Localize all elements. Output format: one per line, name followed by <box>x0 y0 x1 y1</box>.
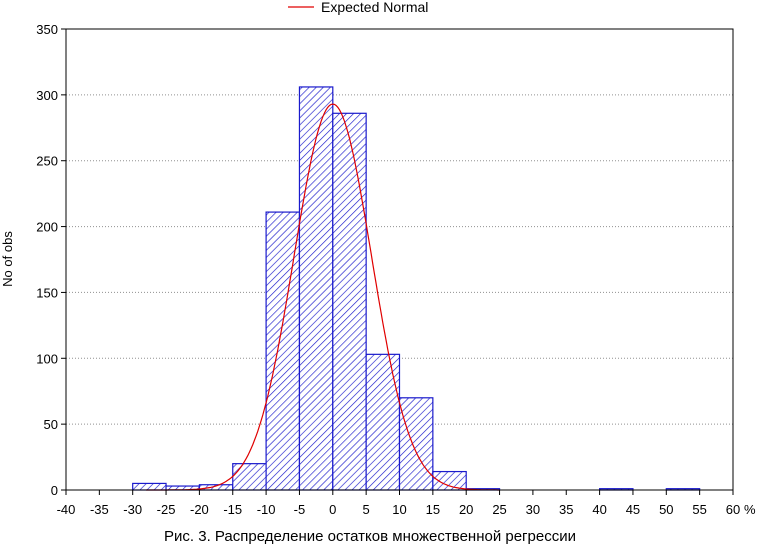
x-tick-label: -30 <box>123 502 142 517</box>
y-tick-label: 100 <box>36 351 58 366</box>
histogram-bar <box>365 353 401 491</box>
y-tick-label: 0 <box>51 483 58 498</box>
x-tick-label: 55 <box>692 502 706 517</box>
x-tick-label: -15 <box>223 502 242 517</box>
y-tick-label: 250 <box>36 154 58 169</box>
x-tick-label: 60 <box>726 502 740 517</box>
normal-curve <box>146 103 500 491</box>
x-tick-label: 20 <box>459 502 473 517</box>
histogram-bar <box>132 482 167 491</box>
x-tick-label: 10 <box>392 502 406 517</box>
x-tick-label: 30 <box>526 502 540 517</box>
x-tick-label: 50 <box>659 502 673 517</box>
histogram-bar <box>232 463 267 491</box>
histogram-bar <box>398 397 434 491</box>
x-tick-label: 25 <box>492 502 506 517</box>
y-tick-label: 50 <box>44 417 58 432</box>
x-tick-label: 0 <box>329 502 336 517</box>
bars <box>132 86 701 491</box>
x-tick-label: -35 <box>90 502 109 517</box>
expected-normal-curve <box>146 103 500 491</box>
x-axis-unit-label: % <box>744 502 756 517</box>
y-tick-label: 300 <box>36 88 58 103</box>
x-tick-label: 15 <box>426 502 440 517</box>
histogram-bar <box>332 112 367 491</box>
x-tick-label: 40 <box>592 502 606 517</box>
x-tick-label: -5 <box>294 502 306 517</box>
legend-label-expected-normal: Expected Normal <box>321 0 428 15</box>
legend: Expected Normal <box>288 0 428 15</box>
y-axis-label: No of obs <box>0 231 15 287</box>
x-tick-label: -10 <box>257 502 276 517</box>
x-tick-label: 45 <box>626 502 640 517</box>
y-axis-ticks: 0 50 100 150 200 250 300 350 <box>36 22 66 498</box>
x-axis-ticks: -40 -35 -30 -25 -20 -15 -10 -5 0 5 10 15 20 25 30 35 40 4… <box>57 490 740 517</box>
y-tick-label: 350 <box>36 22 58 37</box>
histogram-bar <box>298 86 334 491</box>
x-tick-label: -40 <box>57 502 76 517</box>
x-tick-label: -20 <box>190 502 209 517</box>
x-tick-label: 5 <box>363 502 370 517</box>
y-tick-label: 150 <box>36 285 58 300</box>
y-tick-label: 200 <box>36 220 58 235</box>
x-tick-label: -25 <box>157 502 176 517</box>
figure-caption: Рис. 3. Распределение остатков множестве… <box>164 528 576 545</box>
x-tick-label: 35 <box>559 502 573 517</box>
